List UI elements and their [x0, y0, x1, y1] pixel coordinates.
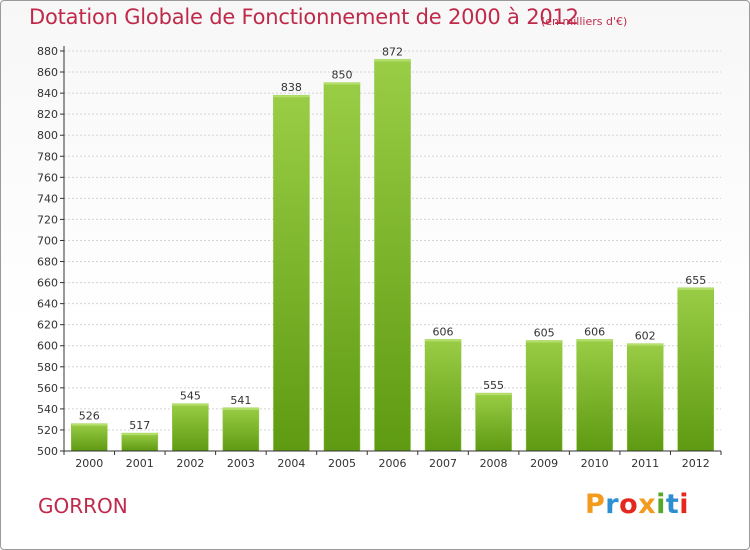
- chart-title: Dotation Globale de Fonctionnement de 20…: [29, 5, 579, 29]
- bar: [626, 343, 664, 452]
- bar-highlight: [576, 339, 613, 342]
- y-tick-label: 640: [37, 298, 58, 311]
- y-tick-label: 720: [37, 213, 58, 226]
- x-tick-label: 2008: [480, 457, 508, 470]
- bar: [323, 82, 361, 452]
- bar-highlight: [222, 407, 259, 410]
- bar: [576, 339, 613, 452]
- y-tick-label: 600: [37, 340, 58, 353]
- bar-highlight: [121, 433, 158, 436]
- bar-value-label: 526: [79, 410, 100, 423]
- logo-letter: r: [605, 489, 620, 520]
- bar: [374, 59, 411, 452]
- bar-value-label: 541: [230, 394, 251, 407]
- x-tick-label: 2001: [126, 457, 154, 470]
- bar: [475, 392, 512, 452]
- labels: 500 520 540 560 580 600 620 640 660 680 700 720 740 7…: [37, 45, 710, 470]
- y-tick-label: 880: [37, 45, 58, 58]
- bar-value-label: 606: [584, 325, 605, 338]
- x-tick-label: 2004: [277, 457, 305, 470]
- logo-letter: x: [638, 489, 657, 520]
- proxiti-logo: Proxiti: [585, 489, 689, 520]
- bar: [172, 403, 209, 452]
- y-tick-label: 840: [37, 87, 58, 100]
- commune-name: GORRON: [38, 494, 128, 518]
- bar: [121, 432, 159, 452]
- logo-letter: i: [656, 489, 666, 520]
- bar-value-label: 517: [129, 419, 150, 432]
- y-tick-label: 660: [37, 277, 58, 290]
- bar-value-label: 850: [331, 69, 352, 82]
- bar-highlight: [475, 393, 512, 396]
- bar-value-label: 545: [180, 390, 201, 403]
- logo-letter: t: [665, 489, 680, 520]
- x-tick-label: 2010: [581, 457, 609, 470]
- bar-highlight: [425, 339, 462, 342]
- y-tick-label: 580: [37, 361, 58, 374]
- bar-highlight: [323, 82, 360, 85]
- logo-letter: P: [585, 489, 606, 520]
- bar-highlight: [71, 423, 108, 426]
- y-tick-label: 800: [37, 129, 58, 142]
- bar-value-label: 605: [534, 326, 555, 339]
- y-tick-label: 560: [37, 382, 58, 395]
- x-tick-label: 2006: [379, 457, 407, 470]
- x-tick-label: 2011: [631, 457, 659, 470]
- bar-highlight: [677, 287, 714, 290]
- bar: [677, 287, 714, 452]
- x-tick-label: 2012: [682, 457, 710, 470]
- x-tick-label: 2007: [429, 457, 457, 470]
- bar-highlight: [273, 95, 310, 98]
- y-tick-label: 740: [37, 192, 58, 205]
- y-tick-label: 500: [37, 445, 58, 458]
- y-tick-label: 760: [37, 171, 58, 184]
- bar-value-label: 555: [483, 379, 504, 392]
- x-tick-label: 2005: [328, 457, 356, 470]
- y-tick-label: 680: [37, 256, 58, 269]
- y-tick-label: 780: [37, 150, 58, 163]
- axes: [60, 46, 722, 455]
- bars: [71, 59, 714, 452]
- bar-value-label: 655: [685, 274, 706, 287]
- logo-letter: o: [619, 489, 639, 520]
- y-tick-label: 700: [37, 234, 58, 247]
- x-tick-label: 2000: [75, 457, 103, 470]
- bar-value-label: 602: [635, 330, 656, 343]
- y-tick-label: 520: [37, 424, 58, 437]
- y-tick-label: 620: [37, 319, 58, 332]
- bar: [71, 423, 108, 452]
- x-tick-label: 2003: [227, 457, 255, 470]
- bar-value-label: 606: [433, 325, 454, 338]
- bar-value-label: 872: [382, 45, 403, 58]
- x-tick-label: 2002: [176, 457, 204, 470]
- x-tick-label: 2009: [530, 457, 558, 470]
- y-tick-label: 820: [37, 108, 58, 121]
- bar: [273, 94, 310, 452]
- chart-subtitle: (en milliers d'€): [541, 15, 628, 28]
- y-tick-label: 860: [37, 66, 58, 79]
- bar: [525, 340, 563, 452]
- bar: [424, 339, 462, 452]
- logo-letter: i: [679, 489, 690, 520]
- bar-highlight: [526, 340, 563, 343]
- bar-value-label: 838: [281, 81, 302, 94]
- y-tick-label: 540: [37, 403, 58, 416]
- bar-highlight: [374, 59, 411, 62]
- bar: [222, 407, 260, 452]
- bar-highlight: [627, 343, 664, 346]
- bar-highlight: [172, 403, 209, 406]
